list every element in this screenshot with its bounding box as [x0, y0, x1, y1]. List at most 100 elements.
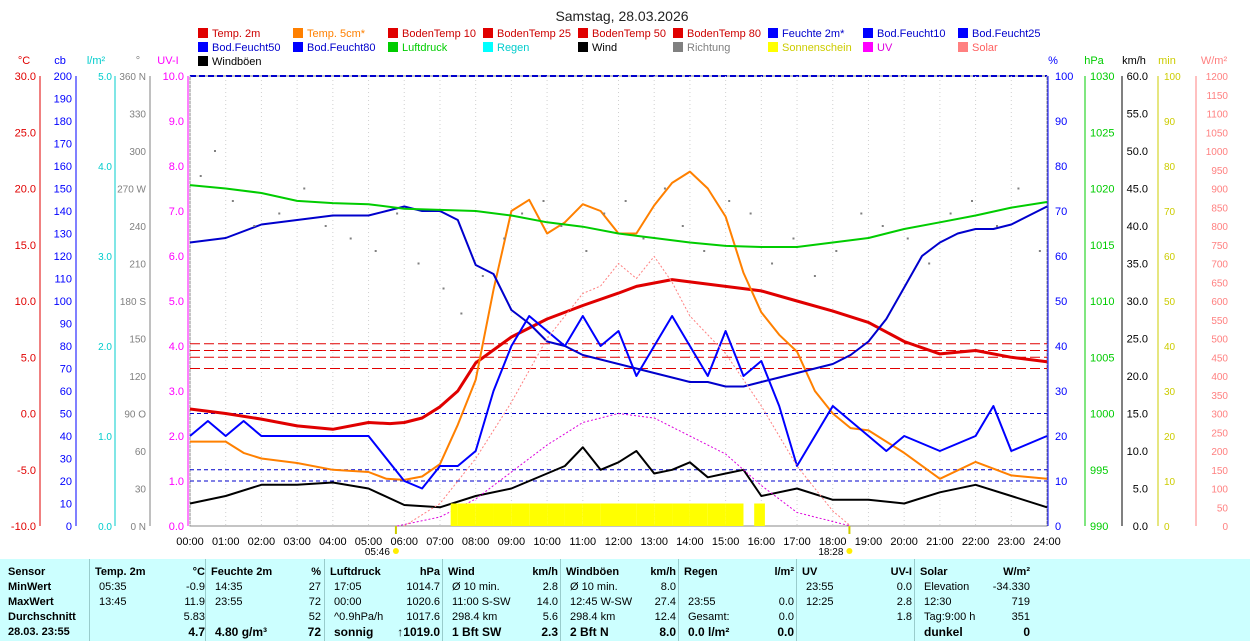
legend-label: BodenTemp 80 [687, 28, 761, 40]
temp-axis-tick: 25.0 [15, 127, 36, 139]
min-axis-tick: 20 [1164, 432, 1176, 443]
dir-axis-tick: 270 W [117, 185, 146, 196]
wind-axis-tick: 55.0 [1127, 109, 1148, 121]
cb-axis-tick: 140 [54, 206, 72, 218]
table-cell-value: 0 [1023, 625, 1030, 639]
sunshine-bar [618, 503, 637, 526]
direction-point [703, 250, 706, 252]
axis-unit-rain: l/m² [87, 55, 106, 67]
table-row-label: 28.03. 23:55 [8, 626, 70, 638]
min-axis-tick: 0 [1164, 522, 1170, 533]
x-tick-label: 10:00 [533, 536, 561, 548]
table-group-unit: °C [192, 566, 205, 578]
press-axis-tick: 1000 [1090, 409, 1114, 421]
dir-axis-tick: 150 [129, 335, 146, 346]
min-axis-tick: 60 [1164, 252, 1176, 263]
solar-axis-tick: 1200 [1206, 72, 1229, 83]
temp-axis-tick: 10.0 [15, 296, 36, 308]
direction-point [374, 250, 377, 252]
hum-axis-tick: 20 [1055, 431, 1067, 443]
table-cell-value: 0.0 [778, 596, 794, 608]
min-axis-tick: 70 [1164, 207, 1176, 218]
temp-axis-tick: 30.0 [15, 71, 36, 83]
cb-axis-tick: 170 [54, 139, 72, 151]
legend-swatch [863, 42, 873, 52]
direction-point [231, 200, 234, 202]
series-line-wind [189, 446, 1048, 509]
direction-point [1038, 250, 1041, 252]
table-divider [89, 559, 90, 641]
sunshine-bar [725, 503, 744, 526]
cb-axis-tick: 0 [66, 521, 72, 533]
table-cell-label: 298.4 km [570, 611, 616, 623]
solar-axis-tick: 50 [1217, 503, 1229, 514]
table-cell-label: 0.0 l/m² [688, 625, 730, 639]
rain-axis-tick: 0.0 [98, 522, 112, 533]
legend-swatch [198, 28, 208, 38]
table-cell-value: 8.0 [660, 581, 676, 593]
table-group-header: Feuchte 2m [211, 566, 273, 578]
direction-point [253, 225, 256, 227]
axis-unit-cb: cb [54, 55, 66, 67]
sunshine-bar [457, 503, 476, 526]
legend-label: Temp. 5cm* [307, 28, 366, 40]
x-tick-label: 13:00 [640, 536, 668, 548]
temp-axis-tick: 20.0 [15, 184, 36, 196]
table-row-label: MaxWert [8, 596, 54, 608]
legend-swatch [578, 42, 588, 52]
direction-point [303, 187, 306, 190]
legend-label: Regen [497, 42, 529, 54]
temp-axis-tick: -10.0 [11, 521, 36, 533]
table-cell-value: 2.8 [896, 596, 912, 608]
table-group-unit: km/h [532, 566, 558, 578]
table-cell-value: 14.0 [536, 596, 558, 608]
min-axis-tick: 40 [1164, 342, 1176, 353]
stats-table: Sensor MinWert MaxWert Durchschnitt 28.03. 2… [0, 559, 1250, 641]
uv-axis-tick: 4.0 [169, 341, 184, 353]
table-cell-value: 27.4 [654, 596, 676, 608]
hum-axis-tick: 30 [1055, 386, 1067, 398]
table-cell-label: 12:45 W-SW [570, 596, 633, 608]
series-line-luftdruck [189, 184, 1048, 248]
wind-axis-tick: 5.0 [1133, 484, 1148, 496]
solar-axis-tick: 1100 [1206, 110, 1228, 121]
table-cell-value: 52 [308, 611, 321, 623]
solar-axis-tick: 450 [1211, 353, 1228, 364]
axis-unit-wind: km/h [1122, 55, 1146, 67]
solar-axis-tick: 900 [1211, 185, 1228, 196]
legend-label: UV [877, 42, 893, 54]
direction-point [324, 225, 327, 227]
temp-axis-tick: -5.0 [17, 465, 36, 477]
x-tick-label: 12:00 [605, 536, 633, 548]
press-axis-tick: 1025 [1090, 127, 1114, 139]
table-cell-label: Gesamt: [688, 611, 730, 623]
legend-swatch [198, 56, 208, 66]
table-divider [324, 559, 325, 641]
table-cell-value: 5.83 [183, 611, 205, 623]
rain-axis-tick: 2.0 [98, 342, 112, 353]
press-axis-tick: 995 [1090, 465, 1108, 477]
legend-swatch [388, 28, 398, 38]
table-group-unit: W/m² [1003, 566, 1030, 578]
min-axis-tick: 100 [1164, 72, 1181, 83]
legend-swatch [578, 28, 588, 38]
temp-axis-tick: 0.0 [21, 409, 36, 421]
sunshine-bar [547, 503, 565, 526]
table-group-unit: km/h [650, 566, 676, 578]
direction-point [860, 212, 863, 215]
table-divider [796, 559, 797, 641]
cb-axis-tick: 180 [54, 116, 72, 128]
hum-axis-tick: 0 [1055, 521, 1061, 533]
legend-label: Solar [972, 42, 998, 54]
legend-label: Richtung [687, 42, 730, 54]
table-cell-value: -34.330 [992, 581, 1030, 593]
wind-axis-tick: 30.0 [1127, 296, 1148, 308]
sunshine-bar [493, 503, 512, 526]
uv-axis-tick: 8.0 [169, 161, 184, 173]
legend-swatch [483, 28, 493, 38]
legend-swatch [483, 42, 493, 52]
press-axis-tick: 1030 [1090, 71, 1114, 83]
legend-label: Feuchte 2m* [782, 28, 845, 40]
legend-label: Wind [592, 42, 617, 54]
dir-axis-tick: 30 [135, 485, 147, 496]
